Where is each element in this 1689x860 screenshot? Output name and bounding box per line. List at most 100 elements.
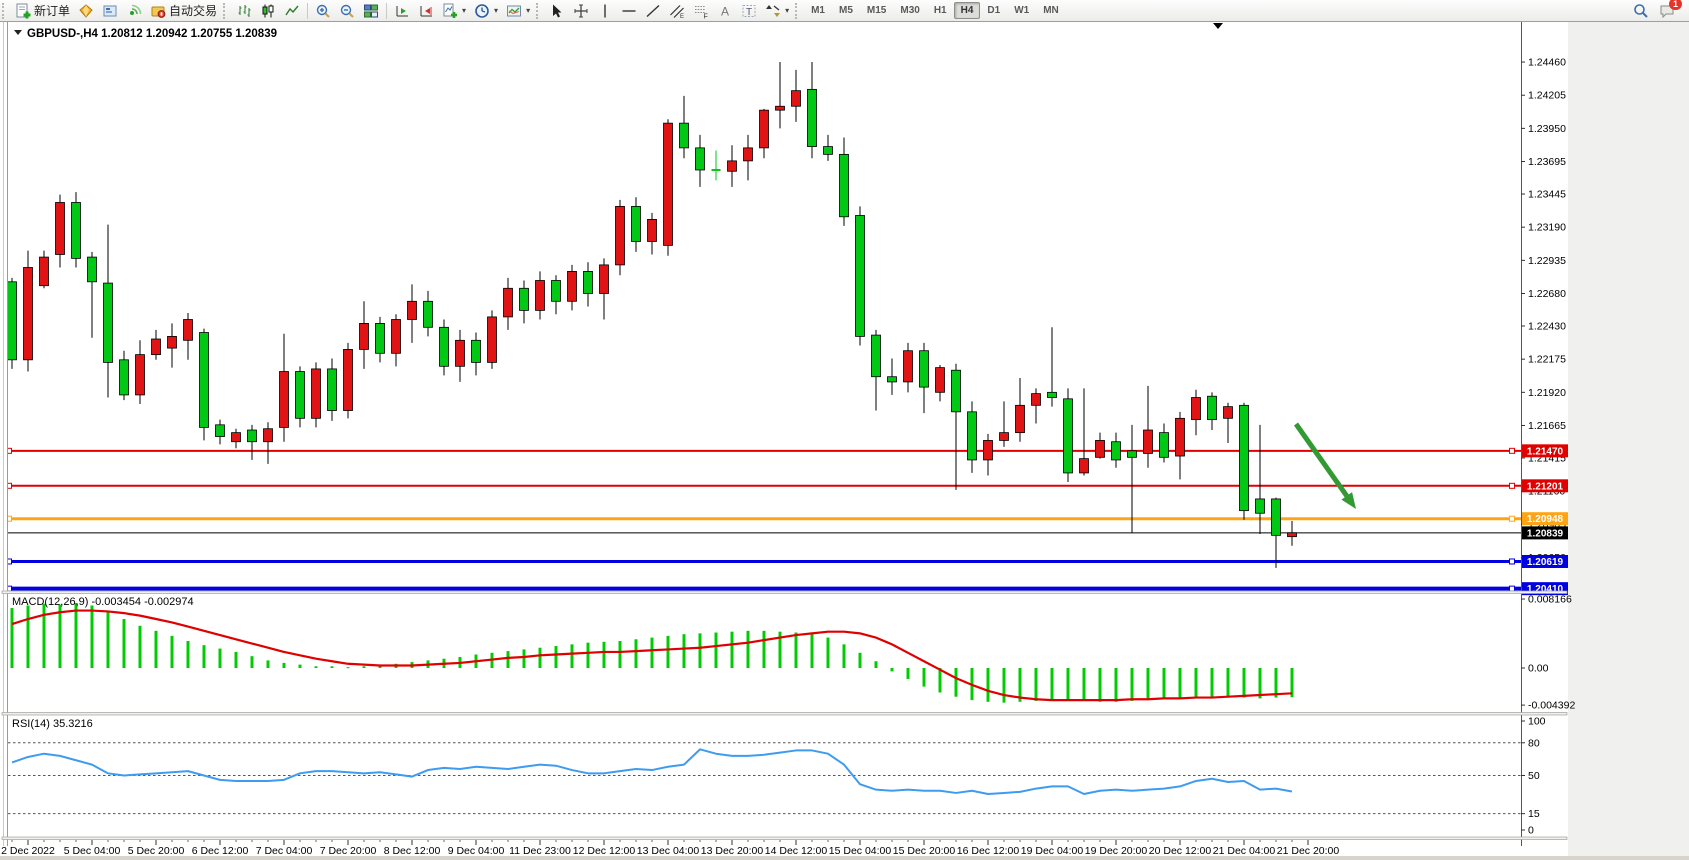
candle-body	[8, 281, 17, 361]
templates-button[interactable]: ▾	[502, 1, 534, 20]
price-level-badge-label: 1.20948	[1527, 514, 1564, 525]
candle-body	[535, 280, 545, 311]
horizontal-line-tool-button[interactable]	[617, 1, 641, 20]
tile-windows-button[interactable]	[359, 1, 383, 20]
candle-body	[695, 147, 705, 171]
arrows-tool-button[interactable]: ▾	[761, 1, 793, 20]
macd-histogram-bar	[906, 667, 910, 679]
fibonacci-tool-button[interactable]: F	[689, 1, 713, 20]
line-handle[interactable]	[7, 447, 12, 454]
macd-histogram-bar	[1114, 667, 1118, 702]
candle-body	[791, 90, 801, 107]
candle-body	[1255, 498, 1265, 514]
price-pane[interactable]	[7, 62, 1522, 591]
vertical-line-tool-button[interactable]	[593, 1, 617, 20]
line-handle[interactable]	[1509, 585, 1515, 591]
price-axis-label: 1.22680	[1528, 288, 1566, 300]
cursor-tool-button[interactable]	[545, 1, 569, 20]
line-handle[interactable]	[1509, 515, 1515, 522]
candle-body	[967, 411, 977, 461]
rsi-line	[11, 748, 1293, 796]
text-tool-button[interactable]: A	[713, 1, 737, 20]
zoom-in-icon	[316, 4, 330, 18]
candle-body	[583, 270, 593, 294]
rsi-pane[interactable]: 100 80 50 15 0 RSI(14) 35.3216	[8, 716, 1546, 837]
new-order-button[interactable]: 新订单	[11, 1, 74, 20]
macd-histogram-bar	[666, 635, 670, 668]
candle-body	[647, 218, 657, 242]
notifications-button[interactable]: 1	[1659, 0, 1682, 19]
periods-button[interactable]: ▾	[470, 1, 502, 20]
timeframe-button-m5[interactable]: M5	[839, 5, 853, 16]
price-level-badge	[1522, 512, 1568, 526]
timeframe-button-w1[interactable]: W1	[1014, 5, 1030, 16]
indicators-button[interactable]: ▾	[438, 1, 470, 20]
candlestick-mode-button[interactable]	[256, 1, 280, 20]
pane-separator[interactable]	[1, 590, 1568, 594]
auto-scroll-button[interactable]	[390, 1, 414, 20]
line-handle[interactable]	[1509, 558, 1515, 565]
timeframe-button-h1[interactable]: H1	[933, 5, 947, 16]
macd-histogram-bar	[858, 652, 862, 668]
chart-title-expander-icon[interactable]	[14, 30, 22, 35]
candle-body	[727, 160, 737, 172]
time-axis-label: 13 Dec 04:00	[637, 845, 700, 857]
time-axis-label: 13 Dec 20:00	[701, 845, 764, 857]
pane-separator[interactable]	[1, 836, 1568, 840]
pane-separator[interactable]	[1, 712, 1568, 716]
macd-histogram-bar	[58, 604, 62, 668]
search-icon[interactable]	[1633, 3, 1649, 19]
macd-pane[interactable]: 0.008166 0.00 -0.004392 MACD(12,26,9) -0.00…	[10, 594, 1576, 712]
candle-body	[119, 359, 129, 396]
zoom-in-button[interactable]	[311, 1, 335, 20]
timeframe-button-m30[interactable]: M30	[900, 5, 920, 16]
signals-button[interactable]	[122, 1, 146, 20]
macd-histogram-bar	[346, 667, 350, 669]
line-handle[interactable]	[7, 482, 12, 489]
timeframe-button-m1[interactable]: M1	[811, 5, 825, 16]
trendline-tool-button[interactable]	[641, 1, 665, 20]
zoom-out-button[interactable]	[335, 1, 359, 20]
bar-chart-mode-button[interactable]	[232, 1, 256, 20]
auto-scroll-icon	[396, 5, 409, 16]
dropdown-caret-icon: ▾	[785, 6, 790, 15]
timeframe-button-d1[interactable]: D1	[987, 5, 1001, 16]
timeframe-button-mn[interactable]: MN	[1043, 5, 1059, 16]
chart-shift-button[interactable]	[414, 1, 438, 20]
candle-body	[55, 202, 65, 255]
macd-histogram-bar	[186, 640, 190, 668]
chart-title: GBPUSD-,H4 1.20812 1.20942 1.20755 1.208…	[27, 28, 277, 40]
gem-button[interactable]	[74, 1, 98, 20]
candle-body	[1207, 395, 1217, 421]
line-handle[interactable]	[1509, 482, 1515, 489]
line-handle[interactable]	[7, 585, 12, 591]
candle-body	[263, 428, 273, 443]
crosshair-tool-button[interactable]	[569, 1, 593, 20]
macd-histogram-bar	[1050, 667, 1054, 701]
auto-trading-button[interactable]: 自动交易	[146, 1, 221, 20]
svg-text:F: F	[704, 13, 708, 19]
timeframe-button-m15[interactable]: M15	[866, 5, 887, 16]
line-handle[interactable]	[7, 515, 12, 522]
time-axis-label: 21 Dec 20:00	[1277, 845, 1340, 857]
depth-of-market-button[interactable]	[98, 1, 122, 20]
macd-histogram-bar	[778, 631, 782, 668]
candle-body	[23, 267, 33, 361]
new-order-label: 新订单	[34, 4, 71, 18]
text-label-tool-button[interactable]: T	[737, 1, 761, 20]
time-axis[interactable]: 2 Dec 2022 5 Dec 04:00 5 Dec 20:00 6 Dec 12…	[1, 840, 1339, 857]
line-handle[interactable]	[7, 558, 12, 565]
line-chart-mode-button[interactable]	[280, 1, 304, 20]
candle-body	[519, 287, 529, 311]
candle-body	[183, 319, 193, 341]
timeframe-button-h4[interactable]: H4	[953, 2, 981, 19]
price-level-badge	[1522, 554, 1568, 568]
time-axis-label: 11 Dec 23:00	[509, 845, 571, 857]
down-arrow-annotation[interactable]	[1293, 422, 1350, 500]
equidistant-channel-tool-button[interactable]: E	[665, 1, 689, 20]
line-handle[interactable]	[1509, 447, 1515, 454]
rsi-axis-label: 15	[1528, 808, 1540, 820]
candle-body	[631, 205, 641, 242]
macd-histogram-bar	[698, 633, 702, 668]
